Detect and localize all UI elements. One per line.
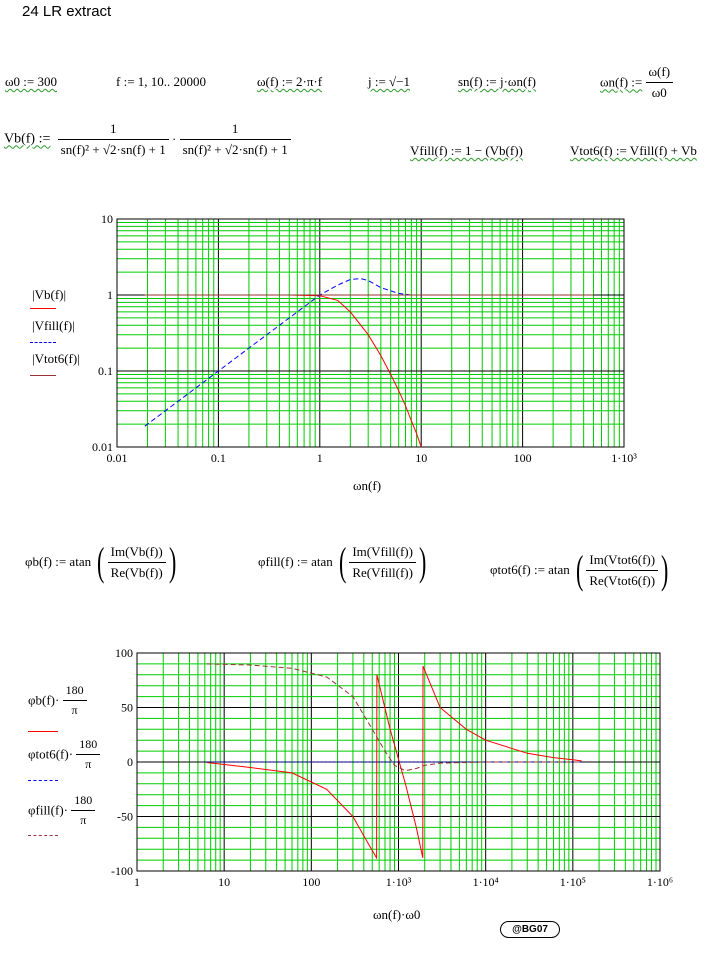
phase-legend-phi-tot6-den: π: [85, 757, 92, 771]
vfill-definition: Vfill(f) := 1 − (Vb(f)): [410, 143, 523, 158]
chart-1-frame: [136, 652, 661, 872]
chart-1-xtick-label: 1·10⁵: [560, 875, 586, 889]
omega0-definition: ω0 := 300: [5, 74, 57, 89]
vb-fraction-2: 1 sn(f)² + √2·sn(f) + 1: [179, 121, 291, 158]
vb-lhs: Vb(f) :=: [4, 131, 51, 147]
vb-definition: Vb(f) := 1 sn(f)² + √2·sn(f) + 1 · 1 sn(…: [4, 121, 291, 158]
chart-0-xtick-label: 1: [317, 451, 323, 465]
phi-tot6-fraction: Im(Vtot6(f)) Re(Vtot6(f)): [586, 552, 659, 589]
chart-1-ytick-label: 50: [121, 701, 133, 715]
phi-fill-denominator: Re(Vfill(f)): [352, 564, 413, 580]
chart-1-xtick-label: 1: [134, 875, 140, 889]
omega-f-definition: ω(f) := 2·π·f: [257, 74, 323, 89]
phi-fill-definition: φfill(f) := atan ( Im(Vfill(f)) Re(Vfill…: [258, 539, 427, 584]
omega-n-definition: ωn(f) := ω(f) ω0: [600, 64, 674, 101]
phase-legend-phi-tot6-label: φtot6(f)·: [28, 746, 74, 762]
sn-definition: sn(f) := j·ωn(f): [458, 74, 536, 89]
chart-0-ytick-label: 0.01: [92, 440, 113, 454]
chart-0-frame: [116, 218, 625, 448]
phi-tot6-numerator: Im(Vtot6(f)): [586, 552, 659, 571]
phase-legend-phi-fill-line: [28, 835, 58, 836]
magnitude-legend-vb-line: [30, 308, 56, 309]
chart-0-ytick-label: 1: [107, 288, 113, 302]
omega-n-fraction: ω(f) ω0: [645, 64, 674, 101]
omega-n-lhs: ωn(f) :=: [600, 74, 643, 90]
chart-1-ytick-label: -100: [111, 864, 133, 878]
phase-legend-phi-b-line: [28, 731, 58, 732]
vtot6-definition: Vtot6(f) := Vfill(f) + Vb: [570, 143, 697, 158]
chart-0-xtick-label: 100: [514, 451, 532, 465]
bg07-badge: @BG07: [500, 921, 560, 938]
phi-tot6-definition: φtot6(f) := atan ( Im(Vtot6(f)) Re(Vtot6…: [490, 547, 669, 592]
phi-b-fraction: Im(Vb(f)) Re(Vb(f)): [107, 544, 166, 581]
phi-tot6-lhs: φtot6(f) := atan: [490, 562, 570, 577]
chart-0-ytick-label: 10: [101, 212, 113, 226]
phase-legend-phi-tot6-num: 180: [76, 737, 101, 755]
chart-1-series-0: [206, 665, 582, 860]
vb-denominator-2: sn(f)² + √2·sn(f) + 1: [182, 142, 288, 157]
phi-fill-lhs: φfill(f) := atan: [258, 554, 333, 569]
chart-0-xtick-label: 0.01: [107, 451, 128, 465]
chart-0-xtick-label: 0.1: [211, 451, 226, 465]
phi-b-numerator: Im(Vb(f)): [107, 544, 166, 563]
phase-legend-phi-b-num: 180: [62, 683, 87, 701]
chart-1-xtick-label: 1·10⁶: [647, 875, 673, 889]
chart-0-ytick-label: 0.1: [98, 364, 113, 378]
phase-legend-phi-b: φb(f)· 180 π: [28, 683, 87, 718]
phase-legend-phi-tot6: φtot6(f)· 180 π: [28, 737, 101, 772]
chart-1-xtick-label: 1·10³: [386, 875, 412, 889]
page-title: 24 LR extract: [22, 3, 112, 20]
phase-legend-phi-b-label: φb(f)·: [28, 692, 60, 708]
phase-legend-phi-b-den: π: [71, 703, 78, 717]
phase-legend-phi-fill: φfill(f)· 180 π: [28, 793, 96, 828]
phi-b-denominator: Re(Vb(f)): [110, 564, 163, 580]
magnitude-legend-vtot6-line: [30, 375, 56, 376]
magnitude-legend-vb: |Vb(f)|: [32, 287, 67, 302]
phi-fill-fraction: Im(Vfill(f)) Re(Vfill(f)): [349, 544, 416, 581]
vb-numerator-1: 1: [57, 121, 169, 140]
magnitude-legend-vfill: |Vfill(f)|: [32, 318, 75, 333]
phase-legend-phi-tot6-line: [28, 780, 58, 781]
phase-legend-phi-fill-den: π: [80, 813, 87, 827]
vb-numerator-2: 1: [179, 121, 291, 140]
phase-legend-phi-fill-num: 180: [71, 793, 96, 811]
vb-denominator-1: sn(f)² + √2·sn(f) + 1: [60, 142, 166, 157]
chart-1-series-2: [206, 663, 582, 772]
chart-1-ytick-label: 0: [127, 755, 133, 769]
vb-fraction-1: 1 sn(f)² + √2·sn(f) + 1: [57, 121, 169, 158]
f-range-definition: f := 1, 10.. 20000: [116, 74, 207, 89]
chart-1-ytick-label: 100: [115, 646, 133, 660]
chart-0-xtick-label: 10: [415, 451, 427, 465]
omega-n-numerator: ω(f): [645, 64, 674, 83]
phi-tot6-denominator: Re(Vtot6(f)): [589, 572, 656, 588]
omega-n-denominator: ω0: [651, 85, 667, 100]
magnitude-legend-vtot6: |Vtot6(f)|: [32, 351, 80, 366]
chart-0-xtick-label: 1·10³: [611, 451, 637, 465]
chart-1-ytick-label: -50: [117, 810, 133, 824]
chart-1-xtick-label: 100: [302, 875, 320, 889]
j-definition: j := √−1: [368, 74, 411, 89]
chart-1-xtick-label: 10: [218, 875, 230, 889]
phase-x-axis-label: ωn(f)·ω0: [373, 907, 421, 922]
phi-b-lhs: φb(f) := atan: [25, 554, 92, 569]
magnitude-chart: 0.01 0.1 1 10 100 1·10³ 0.01 0.1 1 10: [92, 212, 637, 465]
magnitude-legend-vfill-line: [30, 342, 56, 343]
phi-fill-numerator: Im(Vfill(f)): [349, 544, 416, 563]
phi-b-definition: φb(f) := atan ( Im(Vb(f)) Re(Vb(f)) ): [25, 539, 176, 584]
chart-1-xtick-label: 1·10⁴: [473, 875, 499, 889]
phase-legend-phi-fill-label: φfill(f)·: [28, 802, 68, 818]
magnitude-x-axis-label: ωn(f): [353, 478, 382, 493]
